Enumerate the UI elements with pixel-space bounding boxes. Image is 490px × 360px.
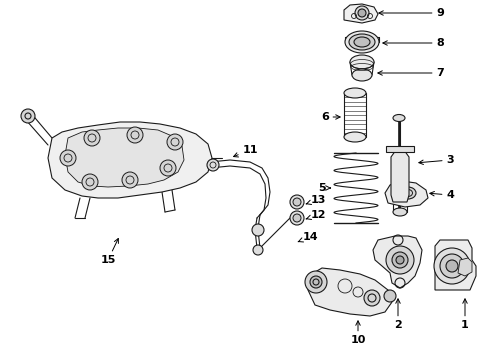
Ellipse shape bbox=[393, 114, 405, 122]
Circle shape bbox=[396, 256, 404, 264]
Circle shape bbox=[446, 260, 458, 272]
Circle shape bbox=[160, 160, 176, 176]
Polygon shape bbox=[391, 150, 409, 202]
Circle shape bbox=[290, 195, 304, 209]
Text: 10: 10 bbox=[350, 321, 366, 345]
Polygon shape bbox=[385, 181, 428, 207]
Circle shape bbox=[127, 127, 143, 143]
Ellipse shape bbox=[354, 37, 370, 47]
Ellipse shape bbox=[393, 208, 407, 216]
Circle shape bbox=[386, 246, 414, 274]
Text: 15: 15 bbox=[100, 238, 119, 265]
Circle shape bbox=[82, 174, 98, 190]
Circle shape bbox=[252, 224, 264, 236]
Polygon shape bbox=[48, 122, 212, 198]
Text: 7: 7 bbox=[378, 68, 444, 78]
Ellipse shape bbox=[344, 88, 366, 98]
Circle shape bbox=[60, 150, 76, 166]
Text: 1: 1 bbox=[461, 299, 469, 330]
Text: 6: 6 bbox=[321, 112, 340, 122]
Circle shape bbox=[293, 198, 301, 206]
Circle shape bbox=[21, 109, 35, 123]
Text: 2: 2 bbox=[394, 299, 402, 330]
Polygon shape bbox=[458, 258, 472, 276]
Ellipse shape bbox=[400, 187, 416, 199]
Polygon shape bbox=[386, 146, 414, 152]
Circle shape bbox=[84, 130, 100, 146]
Circle shape bbox=[253, 245, 263, 255]
Ellipse shape bbox=[344, 132, 366, 142]
Circle shape bbox=[440, 254, 464, 278]
Text: 12: 12 bbox=[306, 210, 326, 220]
Circle shape bbox=[122, 172, 138, 188]
Ellipse shape bbox=[345, 31, 379, 53]
Circle shape bbox=[293, 214, 301, 222]
Circle shape bbox=[290, 211, 304, 225]
Text: 11: 11 bbox=[234, 145, 258, 157]
Circle shape bbox=[167, 134, 183, 150]
Circle shape bbox=[310, 276, 322, 288]
Circle shape bbox=[392, 252, 408, 268]
Circle shape bbox=[358, 9, 366, 17]
Circle shape bbox=[355, 6, 369, 20]
Circle shape bbox=[434, 248, 470, 284]
Text: 14: 14 bbox=[298, 232, 318, 242]
Ellipse shape bbox=[349, 34, 375, 50]
Ellipse shape bbox=[352, 69, 372, 81]
Circle shape bbox=[364, 290, 380, 306]
Polygon shape bbox=[435, 240, 476, 290]
Ellipse shape bbox=[350, 55, 374, 69]
Text: 8: 8 bbox=[383, 38, 444, 48]
Text: 4: 4 bbox=[430, 190, 454, 200]
Polygon shape bbox=[65, 128, 184, 187]
Polygon shape bbox=[344, 4, 378, 23]
Circle shape bbox=[384, 290, 396, 302]
Text: 9: 9 bbox=[379, 8, 444, 18]
Polygon shape bbox=[308, 268, 392, 316]
Text: 13: 13 bbox=[306, 195, 326, 205]
Circle shape bbox=[305, 271, 327, 293]
Circle shape bbox=[207, 159, 219, 171]
Polygon shape bbox=[373, 236, 422, 288]
Text: 5: 5 bbox=[318, 183, 330, 193]
Text: 3: 3 bbox=[419, 155, 454, 165]
